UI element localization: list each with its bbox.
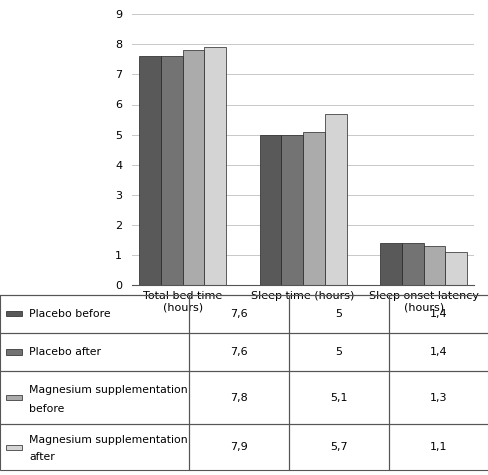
Text: 7,6: 7,6	[230, 347, 247, 357]
Bar	[183, 50, 204, 285]
Bar	[189, 332, 288, 371]
Bar	[288, 294, 388, 332]
Bar	[380, 243, 401, 285]
Text: 7,8: 7,8	[230, 393, 247, 403]
Bar	[161, 57, 183, 285]
Text: Magnesium supplementation: Magnesium supplementation	[29, 385, 187, 395]
Bar	[445, 252, 466, 285]
Text: 7,6: 7,6	[230, 309, 247, 319]
Bar	[0, 371, 189, 424]
Text: Placebo after: Placebo after	[29, 347, 101, 357]
Bar	[6, 349, 21, 355]
Bar	[204, 48, 225, 285]
Text: 1,4: 1,4	[429, 309, 447, 319]
Bar	[0, 332, 189, 371]
Bar	[401, 243, 423, 285]
Text: 5: 5	[335, 347, 342, 357]
Bar	[388, 332, 488, 371]
Bar	[189, 424, 288, 470]
Text: Magnesium supplementation: Magnesium supplementation	[29, 436, 187, 446]
Bar	[288, 424, 388, 470]
Text: 5: 5	[335, 309, 342, 319]
Bar	[6, 445, 21, 450]
Bar	[6, 311, 21, 316]
Text: 1,1: 1,1	[429, 442, 447, 452]
Bar	[423, 246, 445, 285]
Bar	[0, 424, 189, 470]
Text: 5,1: 5,1	[329, 393, 347, 403]
Text: Placebo before: Placebo before	[29, 309, 111, 319]
Text: before: before	[29, 404, 64, 414]
Text: 1,4: 1,4	[429, 347, 447, 357]
Bar	[281, 134, 303, 285]
Bar	[288, 371, 388, 424]
Bar	[189, 371, 288, 424]
Bar	[324, 114, 346, 285]
Bar	[139, 57, 161, 285]
Text: 5,7: 5,7	[329, 442, 347, 452]
Bar	[0, 294, 189, 332]
Bar	[388, 371, 488, 424]
Text: 7,9: 7,9	[230, 442, 247, 452]
Bar	[388, 294, 488, 332]
Bar	[6, 395, 21, 400]
Text: 1,3: 1,3	[429, 393, 447, 403]
Bar	[288, 332, 388, 371]
Bar	[259, 134, 281, 285]
Bar	[303, 132, 324, 285]
Text: after: after	[29, 452, 55, 463]
Bar	[388, 424, 488, 470]
Bar	[189, 294, 288, 332]
